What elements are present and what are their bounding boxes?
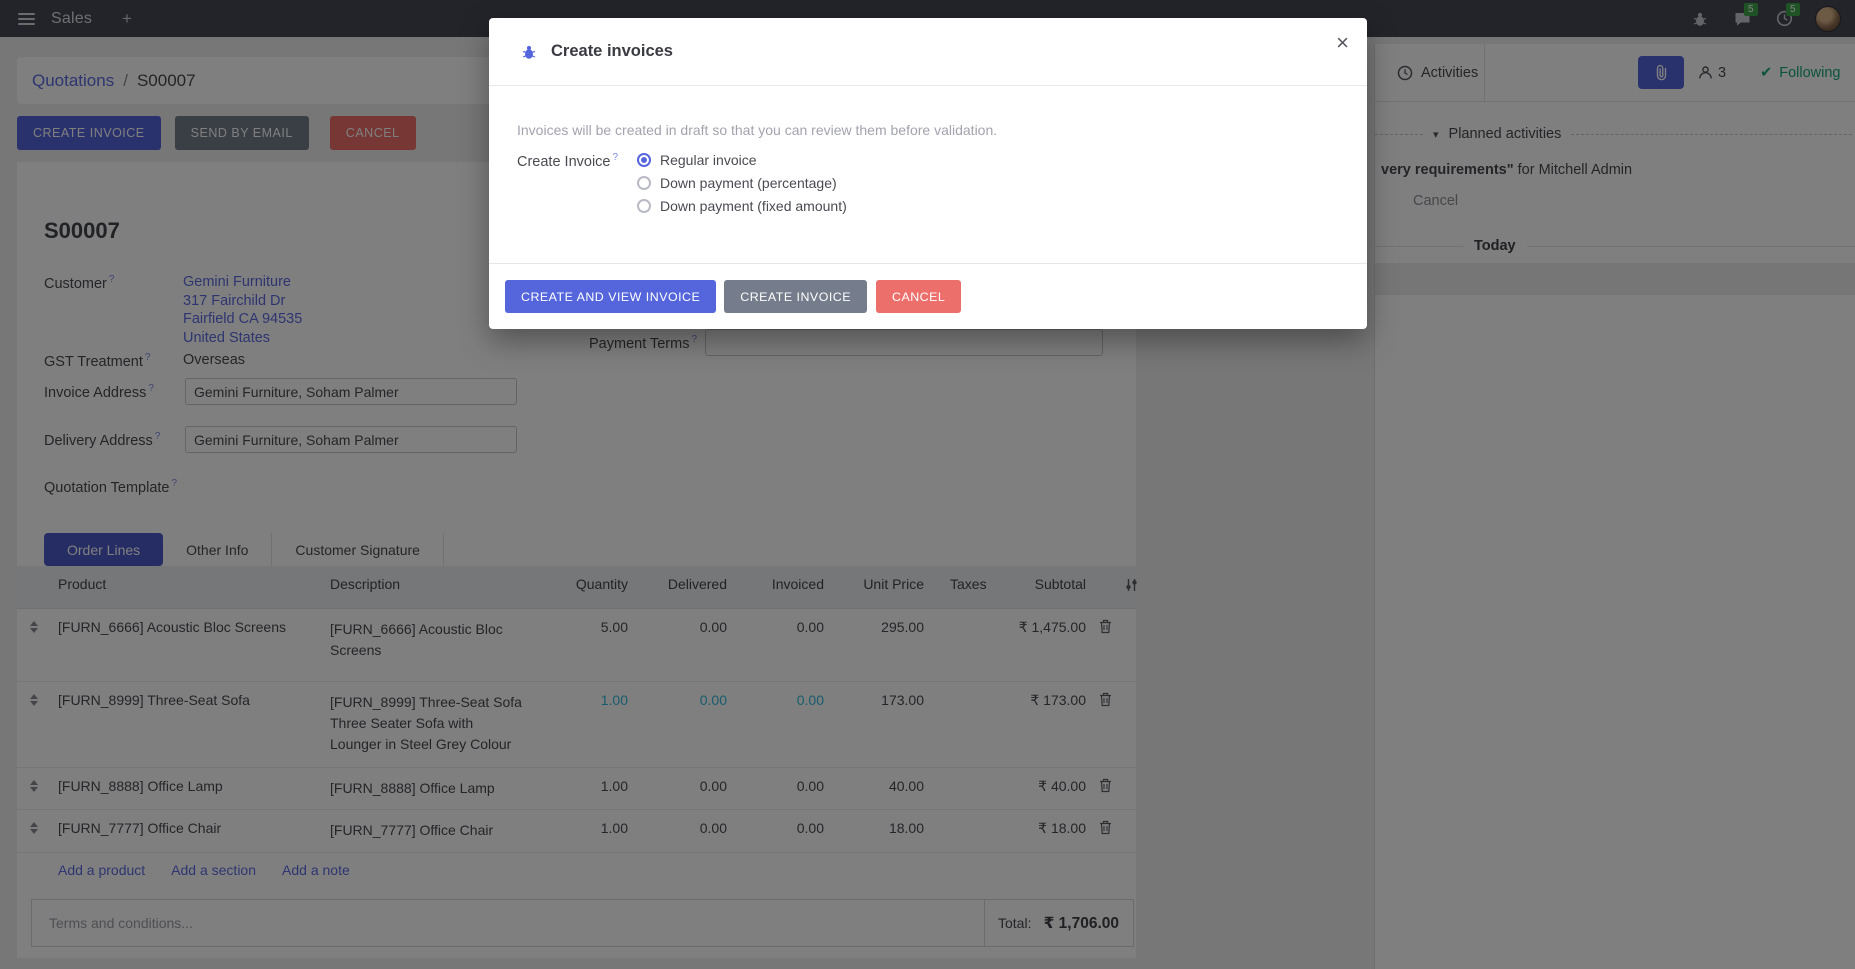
dialog-footer: CREATE AND VIEW INVOICE CREATE INVOICE C… (489, 263, 1367, 329)
radio-icon (637, 199, 651, 213)
dialog-header: Create invoices × (489, 18, 1367, 86)
invoice-type-radio-group: Regular invoice Down payment (percentage… (637, 152, 847, 214)
create-invoice-confirm-button[interactable]: CREATE INVOICE (724, 280, 867, 313)
help-icon: ? (612, 152, 619, 163)
dialog-title: Create invoices (551, 42, 673, 60)
close-icon[interactable]: × (1336, 30, 1349, 55)
radio-down-payment-percentage[interactable]: Down payment (percentage) (637, 175, 847, 191)
radio-down-payment-fixed[interactable]: Down payment (fixed amount) (637, 198, 847, 214)
radio-icon (637, 153, 651, 167)
create-and-view-invoice-button[interactable]: CREATE AND VIEW INVOICE (505, 280, 717, 313)
radio-icon (637, 176, 651, 190)
bug-icon (522, 45, 536, 59)
dialog-cancel-button[interactable]: CANCEL (876, 280, 962, 313)
create-invoice-field-label: Create Invoice? (517, 152, 619, 170)
create-invoices-dialog: Create invoices × Invoices will be creat… (489, 18, 1367, 329)
radio-regular-invoice[interactable]: Regular invoice (637, 152, 847, 168)
dialog-body: Invoices will be created in draft so tha… (489, 86, 1367, 214)
dialog-intro-text: Invoices will be created in draft so tha… (517, 122, 998, 138)
